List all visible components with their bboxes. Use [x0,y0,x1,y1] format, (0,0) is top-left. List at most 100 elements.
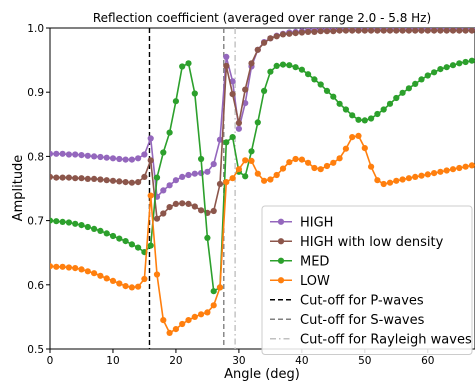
data-point [59,174,66,181]
data-point [91,225,98,232]
data-point [462,28,469,34]
data-point [431,69,438,76]
data-point [361,28,368,34]
data-point [122,179,129,186]
data-point [141,275,148,283]
data-point [418,172,425,179]
data-point [122,156,129,163]
data-point [431,170,438,177]
data-point [97,227,104,234]
data-point [248,157,255,164]
data-point [109,155,117,162]
data-point [399,28,406,34]
data-point [374,110,381,118]
data-point [204,168,211,175]
data-point [449,62,457,69]
data-point [267,176,274,183]
data-point [298,66,305,73]
data-point [103,154,110,161]
data-point [317,166,324,173]
data-point [456,60,463,67]
legend-label: HIGH with low density [300,235,444,250]
x-tick-label: 10 [106,355,119,367]
data-point [254,46,261,53]
legend-label: Cut-off for P-waves [300,293,424,308]
data-point [97,176,104,183]
data-point [437,28,444,34]
data-point [330,28,337,35]
data-point [361,145,368,152]
data-point [116,235,123,242]
data-point [135,283,142,290]
data-point [179,200,186,207]
data-point [128,284,135,291]
data-point [292,64,299,71]
data-point [336,28,343,34]
data-point [191,203,198,210]
legend-item-1: HIGH with low density [270,235,444,250]
data-point [50,173,54,180]
data-point [147,192,154,199]
data-point [311,164,318,172]
data-point [267,68,274,75]
data-point [65,151,72,158]
data-point [248,60,255,67]
y-tick-label: 1.0 [27,23,44,35]
x-tick-label: 0 [47,355,54,367]
data-point [349,134,356,141]
legend-label: Cut-off for S-waves [300,313,425,328]
data-point [172,177,179,184]
data-point [336,100,343,107]
data-point [103,275,110,282]
y-tick-label: 0.6 [27,280,44,292]
data-point [50,150,54,157]
data-point [305,71,312,78]
data-point [235,125,242,132]
data-point [210,302,217,309]
data-point [103,177,110,184]
data-point [223,179,230,186]
series-3 [50,132,475,336]
data-point [374,28,381,34]
data-point [355,28,362,34]
data-point [128,179,135,186]
data-point [374,177,381,184]
data-point [443,167,450,174]
data-point [279,31,287,38]
data-point [72,265,79,272]
data-point [147,135,154,142]
data-point [91,175,98,182]
x-tick-label: 60 [421,355,434,367]
data-point [412,173,419,180]
data-point [412,80,419,87]
data-point [185,317,192,324]
data-point [135,155,142,162]
x-tick-label: 40 [295,355,308,367]
data-point [368,163,375,170]
series-1 [50,28,475,222]
data-point [298,156,305,163]
legend-marker [277,277,285,284]
legend-marker [277,218,285,225]
data-point [267,35,274,42]
data-point [399,176,406,183]
data-point [424,28,431,34]
data-point [59,263,66,270]
x-tick-label: 30 [232,355,245,367]
data-point [65,174,72,181]
data-point [405,175,412,182]
data-point [185,171,192,179]
data-point [185,60,192,67]
data-point [261,177,268,184]
data-point [286,62,293,69]
data-point [437,66,444,73]
data-point [248,148,255,155]
data-point [53,218,60,225]
legend-item-6: Cut-off for Rayleigh waves [270,332,472,347]
legend-label: LOW [300,274,330,289]
data-point [116,155,123,163]
data-point [443,64,450,71]
data-point [122,283,129,290]
data-point [355,116,362,123]
